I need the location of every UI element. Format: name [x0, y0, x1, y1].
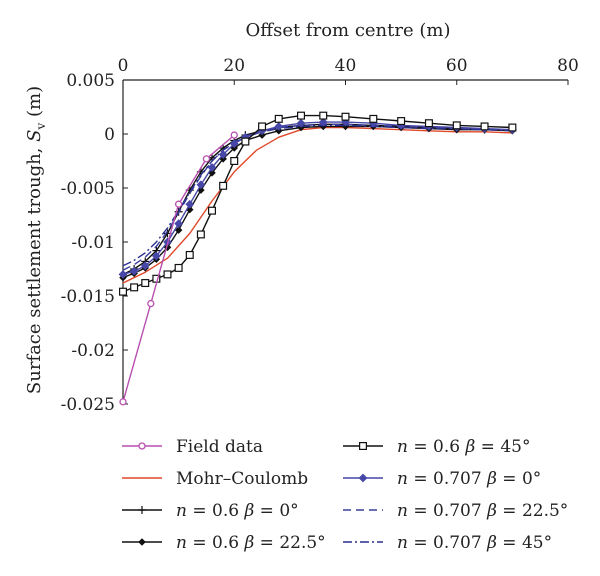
legend-label: n = 0.707 β = 45° — [397, 533, 552, 553]
series-point — [118, 287, 127, 296]
series-point — [219, 181, 228, 190]
series-point — [296, 118, 306, 128]
legend: Field data Mohr–Coulomb n = 0.6 β = 0° n = … — [122, 437, 568, 553]
legend-label: n = 0.707 β = 0° — [397, 469, 541, 489]
series-4 — [118, 111, 517, 296]
y-axis-title-unit: (m) — [24, 86, 45, 123]
legend-label: n = 0.6 β = 22.5° — [176, 533, 326, 553]
series-point — [130, 283, 139, 292]
series-point — [119, 398, 127, 406]
x-tick-label: 0 — [118, 56, 129, 76]
y-axis-title-sub: v — [34, 123, 48, 131]
legend-label: n = 0.707 β = 22.5° — [397, 501, 568, 521]
series-point — [208, 206, 217, 215]
svg-text:Surface settlement trough, Sv: Surface settlement trough, Sv (m) — [24, 86, 48, 394]
legend-label: Field data — [176, 437, 263, 457]
series-point — [174, 219, 183, 229]
y-tick-label: -0.015 — [61, 287, 115, 307]
legend-item: n = 0.707 β = 22.5° — [343, 501, 568, 521]
series-point — [241, 137, 250, 146]
series-point — [174, 200, 183, 208]
series-2 — [119, 120, 517, 279]
series-point — [163, 243, 172, 252]
series-7 — [122, 124, 513, 267]
series-point — [152, 251, 161, 261]
series-point — [397, 117, 406, 126]
legend-label: n = 0.6 β = 0° — [176, 501, 299, 521]
series-5 — [118, 117, 517, 279]
series-point — [185, 250, 194, 259]
series-point — [274, 114, 283, 123]
series-point — [196, 180, 206, 190]
series-point — [230, 131, 238, 139]
series-point — [369, 114, 378, 123]
series-point — [452, 121, 461, 130]
series-point — [218, 150, 228, 159]
series-point — [274, 122, 284, 131]
legend-swatch-marker — [138, 442, 146, 450]
series-point — [185, 199, 195, 209]
series-point — [196, 230, 205, 239]
y-tick-label: -0.005 — [61, 179, 115, 199]
legend-item: n = 0.707 β = 45° — [343, 533, 552, 553]
legend-swatch-marker — [359, 442, 368, 451]
series-point — [297, 111, 306, 120]
series-point — [129, 266, 139, 276]
series-layer — [118, 111, 517, 406]
series-0 — [119, 131, 238, 406]
series-point — [163, 270, 172, 279]
axes: 0 20 40 60 800.0050-0.005-0.01-0.015-0.02-0.… — [61, 56, 579, 415]
y-tick-label: 0 — [104, 125, 115, 145]
legend-swatch-marker — [358, 473, 368, 483]
legend-label: n = 0.6 β = 45° — [397, 437, 530, 457]
legend-item: Mohr–Coulomb — [122, 469, 308, 489]
series-point — [258, 122, 267, 131]
series-line — [122, 123, 513, 271]
series-point — [319, 111, 328, 120]
series-point — [230, 157, 239, 166]
y-axis-title: Surface settlement trough, Sv (m) — [24, 86, 48, 394]
x-tick-label: 20 — [223, 56, 245, 76]
series-point — [141, 279, 150, 288]
y-axis-title-symbol: S — [24, 130, 45, 142]
legend-swatch-marker — [138, 538, 146, 546]
series-point — [508, 123, 517, 132]
series-point — [118, 270, 128, 279]
series-6 — [122, 123, 513, 271]
x-tick-label: 40 — [335, 56, 357, 76]
y-tick-label: 0.005 — [66, 71, 115, 91]
series-point — [174, 226, 183, 234]
y-tick-label: -0.01 — [71, 233, 115, 253]
series-point — [480, 122, 489, 131]
legend-label: Mohr–Coulomb — [176, 469, 308, 489]
series-point — [174, 263, 183, 272]
legend-item: n = 0.707 β = 0° — [343, 469, 541, 489]
legend-item: n = 0.6 β = 22.5° — [122, 533, 326, 553]
y-axis-title-main: Surface settlement trough, — [24, 142, 45, 394]
series-point — [341, 112, 350, 121]
series-line — [122, 121, 513, 276]
series-point — [140, 261, 150, 271]
series-point — [207, 163, 217, 172]
series-line — [122, 124, 513, 267]
series-point — [424, 119, 433, 128]
series-point — [147, 299, 155, 308]
y-tick-label: -0.025 — [61, 395, 115, 415]
legend-item: Field data — [122, 437, 263, 457]
legend-item: n = 0.6 β = 0° — [122, 501, 299, 521]
series-point — [202, 155, 211, 163]
y-tick-label: -0.02 — [71, 341, 115, 361]
series-point — [318, 117, 328, 127]
legend-item: n = 0.6 β = 45° — [343, 437, 530, 457]
series-point — [229, 139, 239, 149]
legend-swatch-marker — [138, 506, 146, 514]
x-tick-label: 60 — [446, 56, 468, 76]
x-axis-title: Offset from centre (m) — [246, 20, 451, 41]
x-tick-label: 80 — [557, 56, 579, 76]
